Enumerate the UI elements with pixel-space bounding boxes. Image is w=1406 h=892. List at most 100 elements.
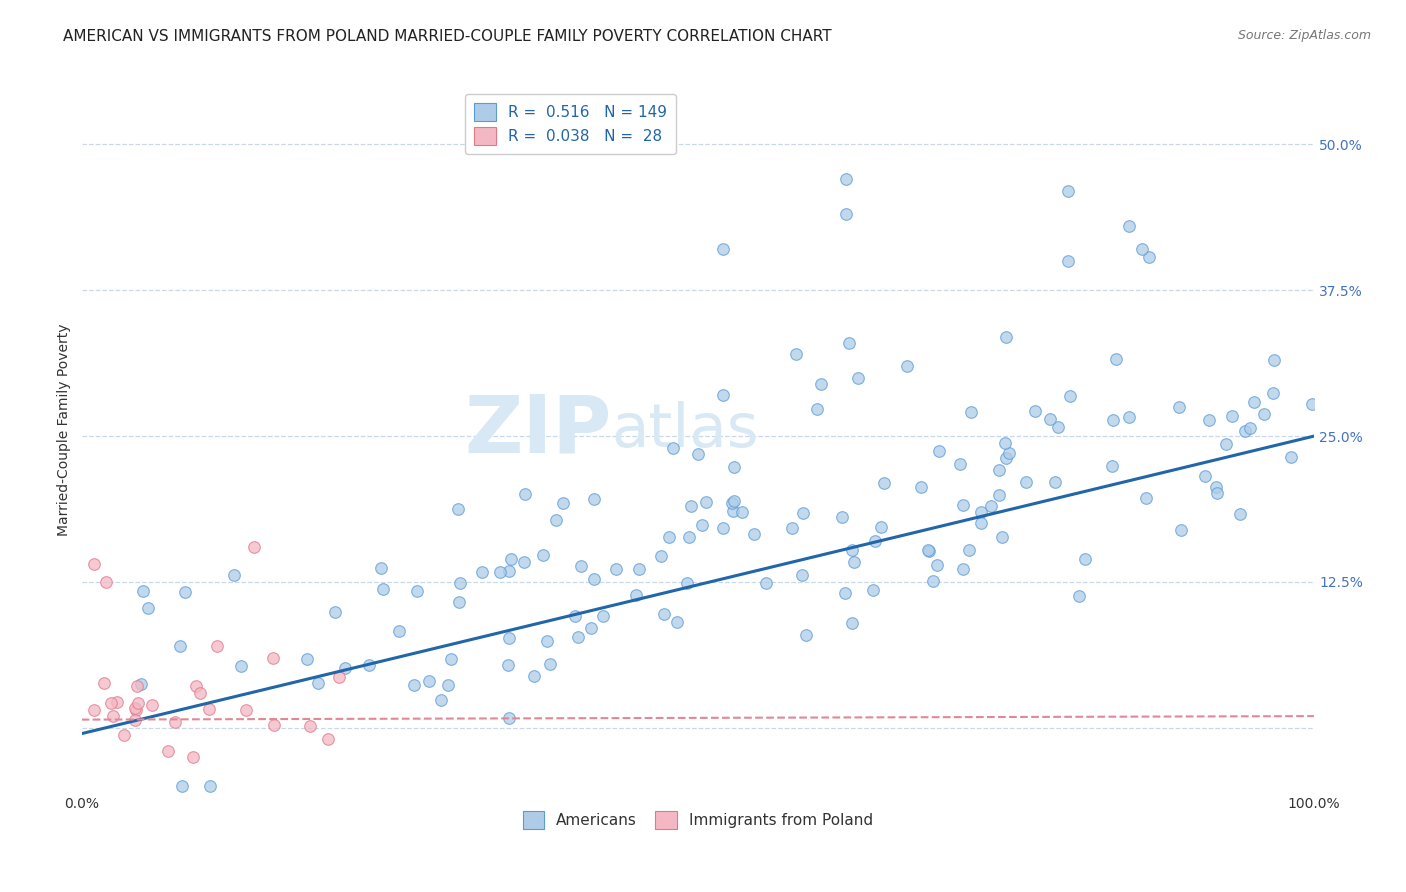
Point bbox=[987, 488, 1010, 502]
Point bbox=[835, 172, 858, 186]
Point bbox=[686, 446, 709, 460]
Point bbox=[988, 463, 1011, 477]
Point bbox=[1170, 523, 1192, 537]
Point bbox=[995, 330, 1018, 344]
Point bbox=[695, 494, 717, 508]
Point bbox=[1279, 450, 1302, 464]
Point bbox=[125, 679, 148, 693]
Point bbox=[863, 533, 886, 548]
Point bbox=[806, 402, 828, 417]
Point bbox=[83, 558, 105, 572]
Point bbox=[515, 487, 537, 501]
Point bbox=[229, 659, 252, 673]
Point bbox=[690, 517, 713, 532]
Point bbox=[544, 513, 567, 527]
Point bbox=[449, 576, 471, 591]
Point bbox=[952, 562, 974, 576]
Point bbox=[721, 504, 744, 518]
Point bbox=[846, 370, 869, 384]
Point bbox=[1243, 394, 1265, 409]
Point bbox=[141, 698, 163, 713]
Point bbox=[328, 670, 350, 684]
Point bbox=[1253, 408, 1275, 422]
Point bbox=[418, 673, 440, 688]
Legend: Americans, Immigrants from Poland: Americans, Immigrants from Poland bbox=[516, 805, 879, 835]
Point bbox=[498, 631, 520, 645]
Point bbox=[523, 668, 546, 682]
Point bbox=[681, 499, 703, 513]
Point bbox=[870, 520, 893, 534]
Point bbox=[755, 576, 778, 591]
Point bbox=[198, 779, 221, 793]
Point bbox=[831, 510, 853, 524]
Point bbox=[994, 436, 1017, 450]
Point bbox=[323, 605, 346, 619]
Point bbox=[579, 621, 602, 635]
Point bbox=[723, 459, 745, 474]
Point bbox=[1118, 410, 1140, 425]
Point bbox=[1233, 424, 1256, 438]
Point bbox=[841, 616, 863, 631]
Y-axis label: Married-Couple Family Poverty: Married-Couple Family Poverty bbox=[58, 324, 72, 536]
Point bbox=[437, 678, 460, 692]
Text: AMERICAN VS IMMIGRANTS FROM POLAND MARRIED-COUPLE FAMILY POVERTY CORRELATION CHA: AMERICAN VS IMMIGRANTS FROM POLAND MARRI… bbox=[63, 29, 832, 44]
Point bbox=[994, 450, 1017, 465]
Point bbox=[263, 718, 285, 732]
Point bbox=[181, 750, 204, 764]
Point bbox=[652, 607, 675, 621]
Text: Source: ZipAtlas.com: Source: ZipAtlas.com bbox=[1237, 29, 1371, 42]
Point bbox=[172, 779, 194, 793]
Point bbox=[498, 564, 520, 578]
Point bbox=[1043, 475, 1066, 489]
Point bbox=[1101, 458, 1123, 473]
Point bbox=[501, 552, 523, 566]
Text: ZIP: ZIP bbox=[464, 392, 612, 469]
Point bbox=[790, 567, 813, 582]
Point bbox=[1229, 508, 1251, 522]
Point bbox=[731, 504, 754, 518]
Point bbox=[841, 543, 863, 558]
Point bbox=[1067, 589, 1090, 603]
Point bbox=[665, 615, 688, 629]
Point bbox=[969, 516, 991, 531]
Point bbox=[1263, 385, 1285, 400]
Point bbox=[262, 650, 284, 665]
Point bbox=[925, 558, 948, 573]
Point bbox=[1194, 468, 1216, 483]
Point bbox=[583, 491, 606, 506]
Point bbox=[1239, 421, 1261, 435]
Point bbox=[1015, 475, 1038, 489]
Point bbox=[406, 584, 429, 599]
Point bbox=[174, 584, 197, 599]
Point bbox=[496, 657, 519, 672]
Point bbox=[536, 633, 558, 648]
Point bbox=[959, 405, 981, 419]
Point bbox=[165, 714, 187, 729]
Point bbox=[404, 678, 426, 692]
Point bbox=[243, 540, 266, 554]
Point bbox=[564, 609, 586, 624]
Point bbox=[112, 728, 135, 742]
Point bbox=[780, 521, 803, 535]
Point bbox=[592, 609, 614, 624]
Point bbox=[896, 359, 918, 373]
Point bbox=[918, 544, 941, 558]
Point bbox=[997, 446, 1019, 460]
Point bbox=[308, 676, 330, 690]
Point bbox=[567, 630, 589, 644]
Point bbox=[440, 652, 463, 666]
Point bbox=[1206, 485, 1229, 500]
Text: atlas: atlas bbox=[612, 401, 759, 459]
Point bbox=[1056, 184, 1078, 198]
Point bbox=[662, 441, 685, 455]
Point bbox=[388, 624, 411, 638]
Point bbox=[658, 530, 681, 544]
Point bbox=[834, 586, 856, 600]
Point bbox=[711, 521, 734, 535]
Point bbox=[197, 702, 219, 716]
Point bbox=[498, 711, 520, 725]
Point bbox=[862, 582, 884, 597]
Point bbox=[1039, 412, 1062, 426]
Point bbox=[357, 658, 380, 673]
Point bbox=[489, 565, 512, 579]
